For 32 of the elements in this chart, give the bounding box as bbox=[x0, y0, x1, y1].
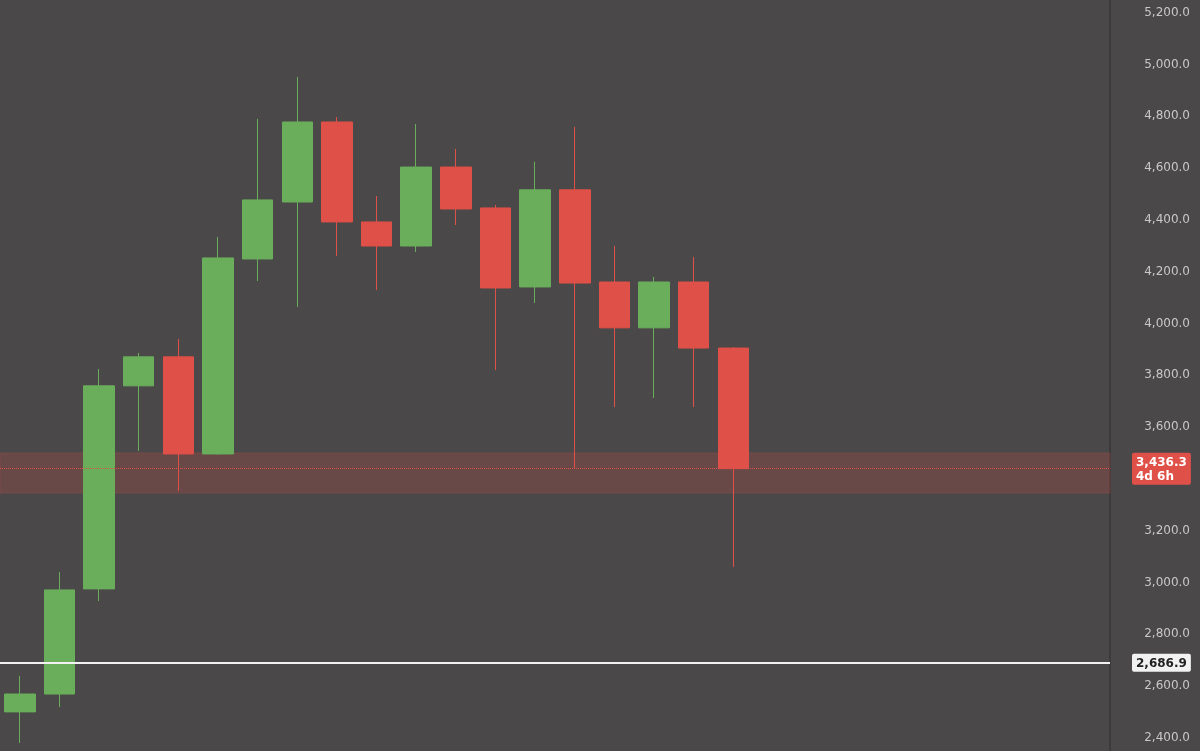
y-tick-label: 2,400.0 bbox=[1144, 730, 1190, 745]
candlestick bbox=[480, 204, 511, 371]
candlestick bbox=[44, 571, 75, 708]
candlestick bbox=[678, 256, 709, 408]
ref-line-label: 3,436.3 4d 6h bbox=[1136, 454, 1187, 483]
y-tick-label: 4,000.0 bbox=[1144, 315, 1190, 330]
candlestick bbox=[4, 675, 36, 744]
ref-line-label: 2,686.9 bbox=[1136, 655, 1187, 670]
y-tick-label: 3,600.0 bbox=[1144, 419, 1190, 434]
candlestick bbox=[242, 118, 273, 282]
y-tick-label: 2,800.0 bbox=[1144, 626, 1190, 641]
y-tick-label: 4,800.0 bbox=[1144, 108, 1190, 123]
candlestick bbox=[123, 352, 154, 452]
candlestick bbox=[519, 161, 551, 304]
candlestick bbox=[321, 116, 353, 257]
y-tick-label: 3,000.0 bbox=[1144, 574, 1190, 589]
candlestick bbox=[638, 276, 670, 399]
y-tick-label: 4,600.0 bbox=[1144, 160, 1190, 175]
y-tick-label: 5,000.0 bbox=[1144, 56, 1190, 71]
candlestick bbox=[282, 76, 313, 308]
y-tick-label: 4,400.0 bbox=[1144, 212, 1190, 227]
candlestick bbox=[400, 123, 432, 253]
candlestick bbox=[361, 195, 392, 291]
candlestick bbox=[202, 236, 234, 456]
y-tick-label: 2,600.0 bbox=[1144, 678, 1190, 693]
candlestick bbox=[83, 368, 115, 602]
y-tick-label: 3,200.0 bbox=[1144, 522, 1190, 537]
candlestick bbox=[440, 148, 472, 226]
y-tick-label: 4,200.0 bbox=[1144, 263, 1190, 278]
candlestick bbox=[599, 245, 630, 408]
y-tick-label: 5,200.0 bbox=[1144, 4, 1190, 19]
y-tick-label: 3,800.0 bbox=[1144, 367, 1190, 382]
